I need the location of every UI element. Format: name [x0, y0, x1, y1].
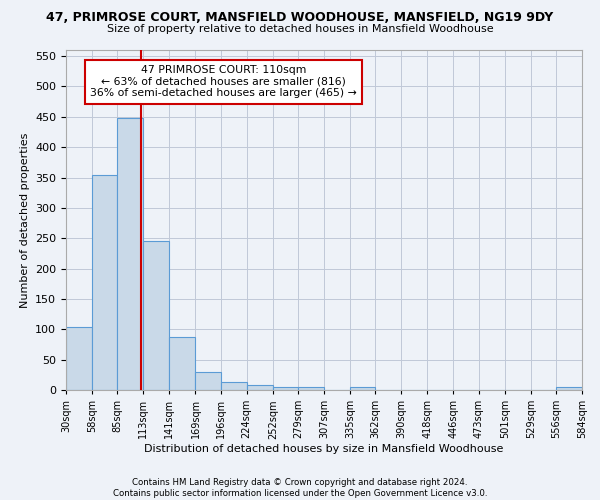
- Text: 47 PRIMROSE COURT: 110sqm
← 63% of detached houses are smaller (816)
36% of semi: 47 PRIMROSE COURT: 110sqm ← 63% of detac…: [90, 66, 357, 98]
- Bar: [169, 336, 196, 390]
- Text: 47, PRIMROSE COURT, MANSFIELD WOODHOUSE, MANSFIELD, NG19 9DY: 47, PRIMROSE COURT, MANSFIELD WOODHOUSE,…: [46, 11, 554, 24]
- Bar: [273, 387, 298, 390]
- Text: Contains HM Land Registry data © Crown copyright and database right 2024.
Contai: Contains HM Land Registry data © Crown c…: [113, 478, 487, 498]
- X-axis label: Distribution of detached houses by size in Mansfield Woodhouse: Distribution of detached houses by size …: [145, 444, 503, 454]
- Bar: [66, 328, 92, 390]
- Bar: [247, 384, 273, 390]
- Bar: [92, 175, 117, 390]
- Bar: [196, 372, 221, 390]
- Text: Size of property relative to detached houses in Mansfield Woodhouse: Size of property relative to detached ho…: [107, 24, 493, 34]
- Bar: [143, 242, 169, 390]
- Y-axis label: Number of detached properties: Number of detached properties: [20, 132, 29, 308]
- Bar: [221, 382, 247, 390]
- Bar: [298, 387, 324, 390]
- Bar: [556, 387, 582, 390]
- Bar: [350, 387, 375, 390]
- Bar: [117, 118, 143, 390]
